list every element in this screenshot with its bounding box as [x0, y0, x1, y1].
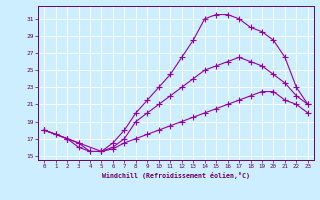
X-axis label: Windchill (Refroidissement éolien,°C): Windchill (Refroidissement éolien,°C)	[102, 172, 250, 179]
